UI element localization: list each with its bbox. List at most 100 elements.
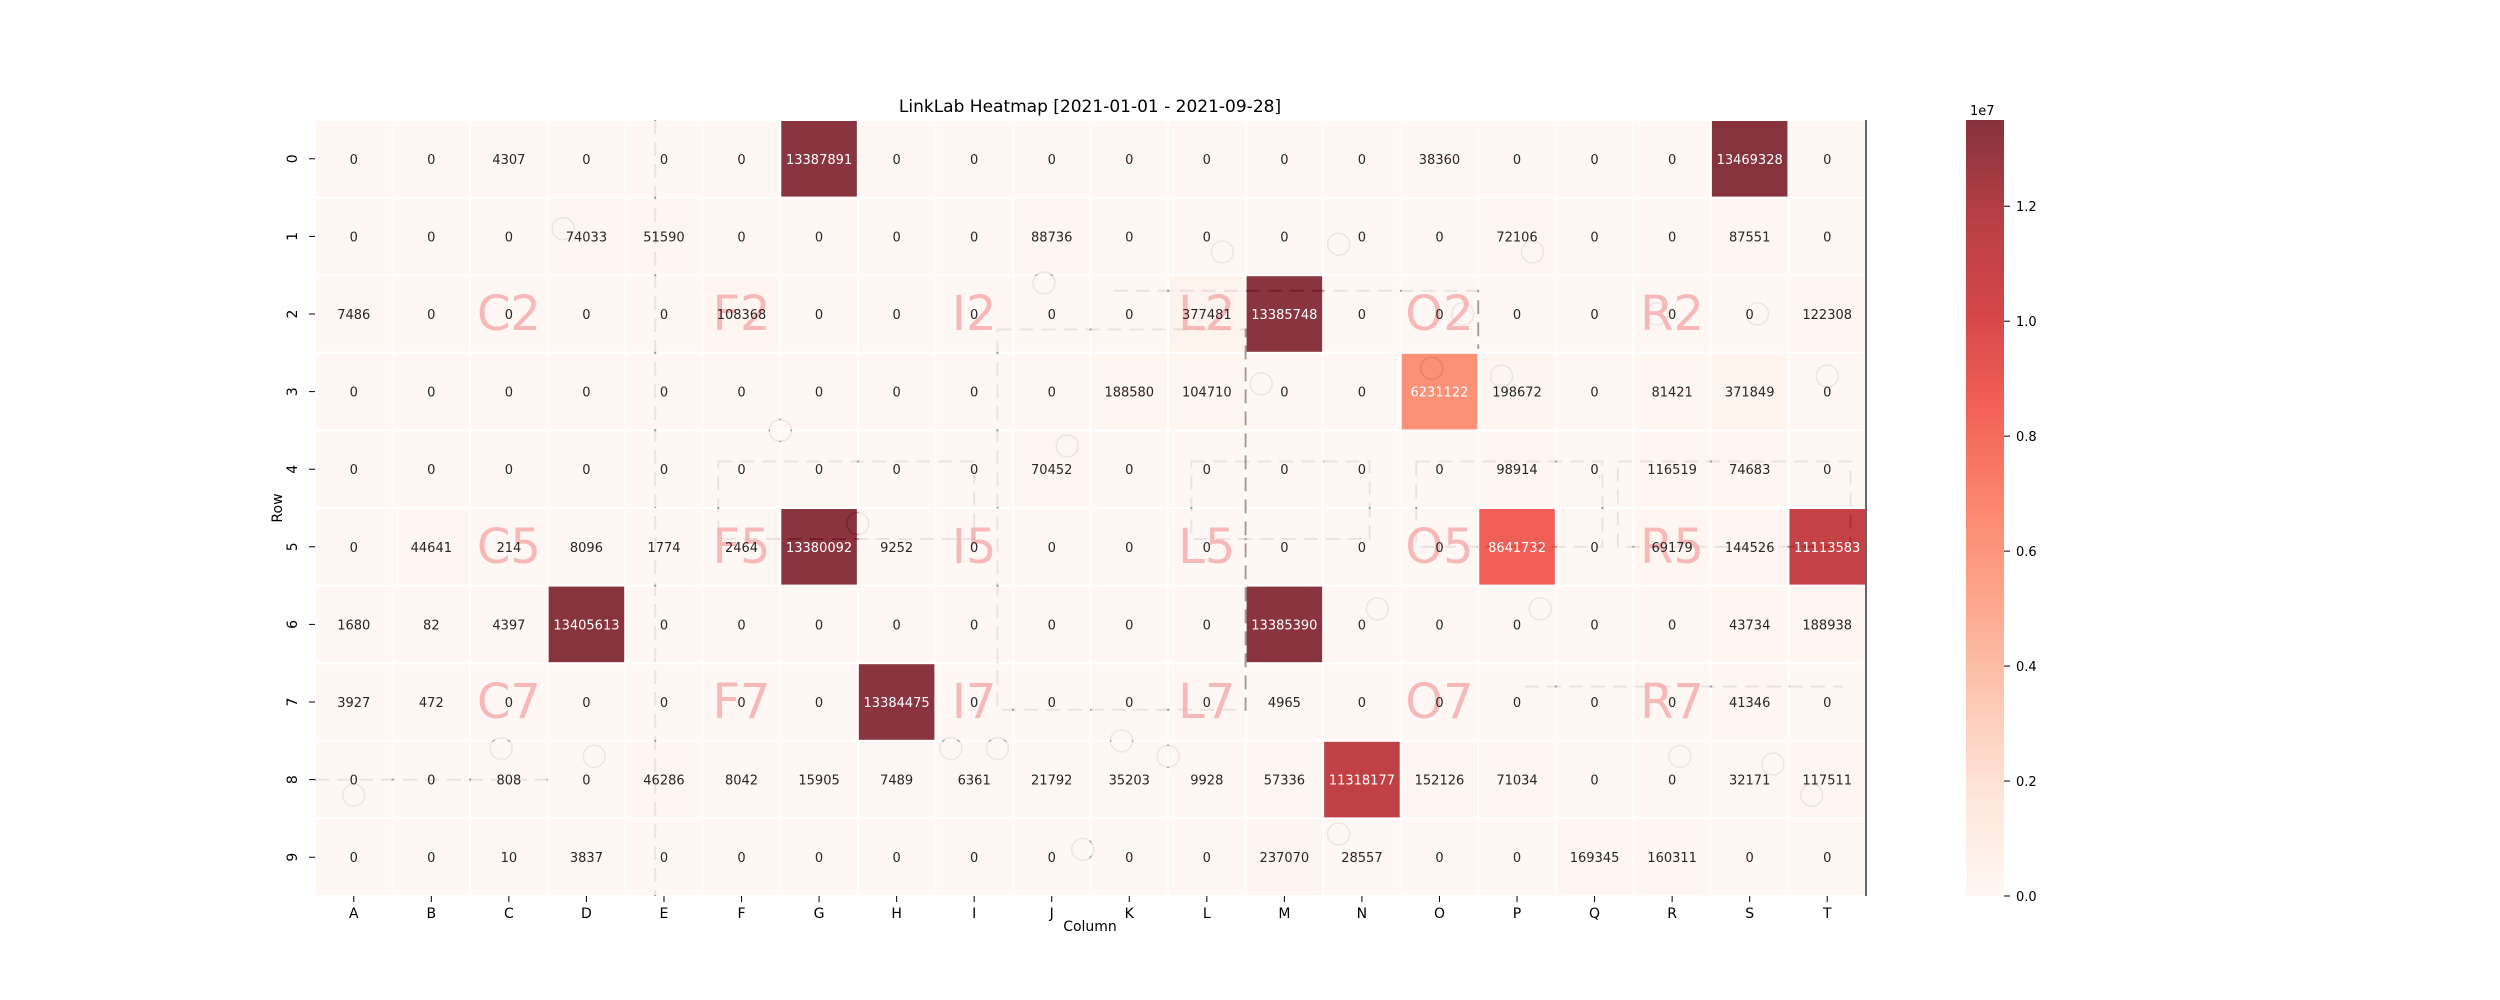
heatmap-cell <box>703 741 780 818</box>
heatmap-cell <box>316 276 392 352</box>
cell-value-label: 0 <box>660 153 668 168</box>
cell-value-label: 11318177 <box>1329 774 1395 789</box>
cell-value-label: 0 <box>660 618 668 633</box>
heatmap-cell <box>1711 198 1788 275</box>
cell-value-label: 0 <box>350 153 358 168</box>
heatmap-cell <box>1246 353 1323 430</box>
heatmap-cell <box>1324 198 1400 275</box>
heatmap-cell <box>1013 198 1090 275</box>
heatmap-cell <box>1013 431 1090 507</box>
heatmap-cell <box>1711 431 1788 507</box>
heatmap-cell <box>471 276 547 352</box>
y-tick-label: 1 <box>285 232 301 241</box>
heatmap-cell <box>548 586 625 663</box>
heatmap-cell <box>1634 121 1710 197</box>
heatmap-cell <box>1169 198 1245 275</box>
cell-value-label: 13387891 <box>786 153 852 168</box>
cell-id-watermark: R7 <box>1640 674 1704 730</box>
colorbar-tick-label: 0.8 <box>2016 430 2037 445</box>
heatmap-cell <box>703 819 780 895</box>
heatmap-cell <box>1246 664 1323 740</box>
heatmap-cell <box>936 741 1012 818</box>
cell-value-label: 0 <box>815 696 823 711</box>
cell-value-label: 0 <box>1668 230 1676 245</box>
cell-value-label: 0 <box>1590 386 1598 401</box>
heatmap-cell <box>1169 819 1245 895</box>
heatmap-cell <box>1479 741 1555 818</box>
heatmap-cell <box>1091 586 1168 663</box>
cell-value-label: 35203 <box>1109 774 1150 789</box>
cell-value-label: 0 <box>427 386 435 401</box>
heatmap-cell <box>626 586 702 663</box>
heatmap-cell <box>471 509 547 585</box>
cell-value-label: 0 <box>1513 618 1521 633</box>
heatmap-cell <box>858 121 935 197</box>
cell-value-label: 0 <box>350 851 358 866</box>
heatmap-cell <box>703 353 780 430</box>
cell-value-label: 72106 <box>1496 230 1537 245</box>
cell-value-label: 0 <box>1125 851 1133 866</box>
heatmap-cell <box>1013 741 1090 818</box>
heatmap-cell <box>1711 586 1788 663</box>
heatmap-cell <box>1556 586 1633 663</box>
heatmap-cell <box>1246 819 1323 895</box>
cell-value-label: 81421 <box>1651 386 1692 401</box>
cell-value-label: 0 <box>1590 618 1598 633</box>
heatmap-cell <box>393 819 470 895</box>
cell-value-label: 0 <box>582 308 590 323</box>
cell-value-label: 0 <box>892 386 900 401</box>
cell-value-label: 0 <box>970 696 978 711</box>
heatmap-cell <box>1013 586 1090 663</box>
heatmap-cell <box>1634 198 1710 275</box>
heatmap-cell <box>936 664 1012 740</box>
cell-value-label: 0 <box>1280 230 1288 245</box>
heatmap-cell <box>316 198 392 275</box>
heatmap-cell <box>1324 121 1400 197</box>
heatmap-cell <box>703 586 780 663</box>
heatmap-cell <box>1091 198 1168 275</box>
cell-value-label: 152126 <box>1415 774 1465 789</box>
cell-value-label: 6231122 <box>1411 386 1469 401</box>
heatmap-cell <box>936 586 1012 663</box>
heatmap-cell <box>781 741 857 818</box>
cell-value-label: 13385748 <box>1251 308 1317 323</box>
cell-id-watermark: L5 <box>1178 519 1235 575</box>
cell-value-label: 13405613 <box>553 618 619 633</box>
cell-value-label: 0 <box>582 696 590 711</box>
cell-value-label: 0 <box>892 851 900 866</box>
x-tick-label: K <box>1125 906 1135 922</box>
cell-value-label: 0 <box>505 386 513 401</box>
cell-value-label: 0 <box>1823 696 1831 711</box>
cell-value-label: 74033 <box>566 230 607 245</box>
cell-value-label: 169345 <box>1570 851 1620 866</box>
heatmap-cell <box>936 198 1012 275</box>
heatmap-cell <box>1013 509 1090 585</box>
heatmap-cell <box>1479 586 1555 663</box>
cell-value-label: 0 <box>1280 153 1288 168</box>
cell-value-label: 188580 <box>1104 386 1154 401</box>
heatmap-cell <box>781 353 857 430</box>
cell-value-label: 371849 <box>1725 386 1775 401</box>
cell-value-label: 0 <box>737 463 745 478</box>
cell-value-label: 11113583 <box>1794 541 1860 556</box>
cell-value-label: 0 <box>1590 230 1598 245</box>
y-tick-label: 3 <box>285 387 301 396</box>
cell-value-label: 0 <box>815 230 823 245</box>
heatmap-cell <box>471 198 547 275</box>
cell-value-label: 0 <box>350 774 358 789</box>
cell-value-label: 237070 <box>1260 851 1310 866</box>
cell-value-label: 0 <box>1125 230 1133 245</box>
cell-id-watermark: L2 <box>1178 286 1235 342</box>
cell-value-label: 0 <box>350 386 358 401</box>
cell-value-label: 117511 <box>1802 774 1852 789</box>
floor-plan-background <box>315 120 1866 896</box>
heatmap-cell <box>1479 353 1555 430</box>
cell-id-watermark: F7 <box>712 674 770 730</box>
cell-value-label: 104710 <box>1182 386 1232 401</box>
x-tick-label: B <box>427 906 437 922</box>
cell-value-label: 0 <box>427 230 435 245</box>
cell-value-label: 0 <box>737 696 745 711</box>
heatmap-cell <box>1169 741 1245 818</box>
heatmap-cell <box>1013 121 1090 197</box>
heatmap-cell <box>1556 741 1633 818</box>
